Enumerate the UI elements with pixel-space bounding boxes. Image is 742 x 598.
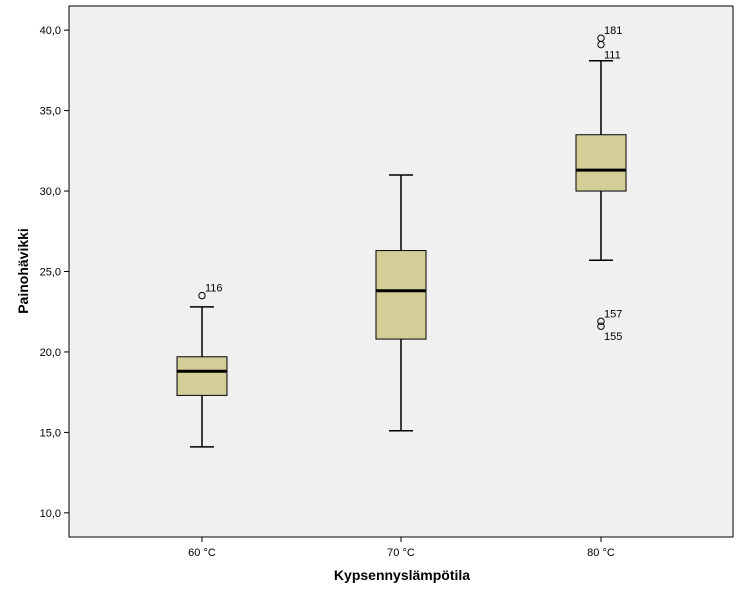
y-tick-label: 25,0 [40,267,61,279]
outlier-point [198,291,206,300]
box-group: 116 [176,283,228,448]
outlier-point [597,317,605,326]
x-axis-title: Kypsennyslämpötila [334,567,470,583]
y-tick-label: 40,0 [40,25,61,37]
outlier-label: 157 [604,308,622,320]
y-axis-title: Painohävikki [15,228,31,314]
x-tick-label: 80 °C [587,547,615,559]
outlier-point [597,322,605,330]
outlier-label: 111 [604,50,621,62]
box-group: 181 111 157 155 [575,25,627,343]
x-tick-label: 60 °C [188,547,216,559]
y-tick-label: 10,0 [40,508,61,520]
box-iqr [176,356,228,396]
y-axis: 10,0 15,0 20,0 25,0 30,0 35,0 40,0 [40,25,69,520]
boxes: 116 181 111 157 155 [176,25,627,448]
box-group [375,174,427,432]
box-iqr [375,250,427,340]
box-iqr [575,134,627,192]
outlier-label: 155 [604,331,622,343]
outlier-label: 181 [604,25,622,37]
outlier-point [597,40,605,49]
y-tick-label: 20,0 [40,347,61,359]
y-tick-label: 35,0 [40,106,61,118]
y-tick-label: 15,0 [40,427,61,439]
x-tick-label: 70 °C [387,547,415,559]
outlier-label: 116 [205,283,223,295]
x-axis: 60 °C 70 °C 80 °C [188,537,615,559]
y-tick-label: 30,0 [40,186,61,198]
